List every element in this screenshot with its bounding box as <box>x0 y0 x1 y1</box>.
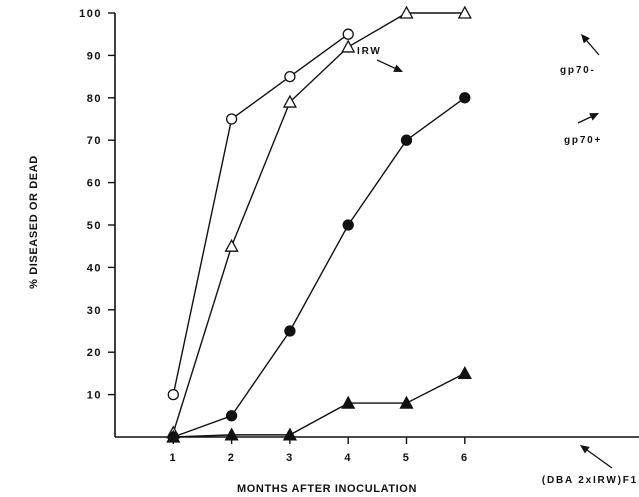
annotation-label-irw: IRW <box>357 46 382 57</box>
data-point <box>282 94 297 108</box>
data-point <box>282 427 297 441</box>
data-point <box>167 388 179 401</box>
data-point <box>399 395 414 409</box>
x-axis-title: MONTHS AFTER INOCULATION <box>237 483 417 495</box>
data-point <box>224 238 239 252</box>
y-tick-label: 60 <box>87 178 102 190</box>
x-tick-label: 6 <box>461 452 469 464</box>
annotation-arrow-head <box>581 34 590 44</box>
data-point <box>166 429 181 443</box>
annotation-arrow-head <box>589 113 599 121</box>
data-point <box>399 5 414 19</box>
y-tick-label: 20 <box>87 347 102 359</box>
y-tick-label: 10 <box>87 390 102 402</box>
series-layer <box>166 5 472 443</box>
y-axis-title: % DISEASED OR DEAD <box>28 155 40 289</box>
series-line-gp70 <box>173 97 466 438</box>
x-tick-label: 1 <box>169 452 177 464</box>
y-tick-label: 50 <box>87 220 102 232</box>
annotation-arrow-head <box>393 64 403 72</box>
data-point <box>224 427 239 441</box>
annotation-label-dba-2xirw-f1: (DBA 2xIRW)F1 <box>542 475 638 486</box>
series-dba-2xirw-f1 <box>166 366 472 443</box>
annotation-layer: IRW gp70- gp70+ (DBA 2xIRW)F1 <box>357 34 638 486</box>
data-point <box>225 113 238 125</box>
data-point <box>341 395 356 409</box>
series-gp70 <box>167 92 471 443</box>
x-tick-label: 4 <box>344 452 352 464</box>
annotation-label-gp70: gp70+ <box>564 135 602 146</box>
y-tick-label: 70 <box>87 135 102 147</box>
y-tick-label: 30 <box>87 305 102 317</box>
data-point <box>225 410 238 422</box>
y-tick-label: 90 <box>87 50 102 62</box>
annotation-label-gp70: gp70- <box>560 65 596 76</box>
data-point <box>400 134 413 146</box>
y-tick-label: 100 <box>79 8 102 20</box>
data-point <box>457 5 472 19</box>
annotation-arrow-line <box>586 40 600 56</box>
data-point <box>342 28 354 40</box>
y-tick-label: 40 <box>87 262 102 274</box>
data-point <box>284 325 296 337</box>
series-line-irw <box>172 33 349 395</box>
series-line-dba-2xirw-f1 <box>173 372 466 438</box>
annotation-arrow-line <box>376 59 396 69</box>
x-tick-label: 5 <box>403 452 411 464</box>
data-point <box>341 39 356 53</box>
x-tick-label: 3 <box>286 452 294 464</box>
data-point <box>342 219 354 231</box>
y-tick-label: 80 <box>87 93 102 105</box>
series-line-gp70 <box>172 12 465 433</box>
x-tick-label: 2 <box>228 452 236 464</box>
annotation-arrow-line <box>577 116 592 124</box>
annotation-arrow-head <box>580 445 590 454</box>
annotation-arrow-line <box>586 449 613 469</box>
series-irw <box>167 28 354 401</box>
data-point <box>284 70 296 83</box>
axes: 10 20 30 40 50 60 70 80 90 100 1 2 3 4 5 6 MONTHS AFTER … <box>28 8 639 495</box>
series-gp70 <box>166 5 472 439</box>
data-point <box>459 92 471 104</box>
data-point <box>457 366 472 380</box>
